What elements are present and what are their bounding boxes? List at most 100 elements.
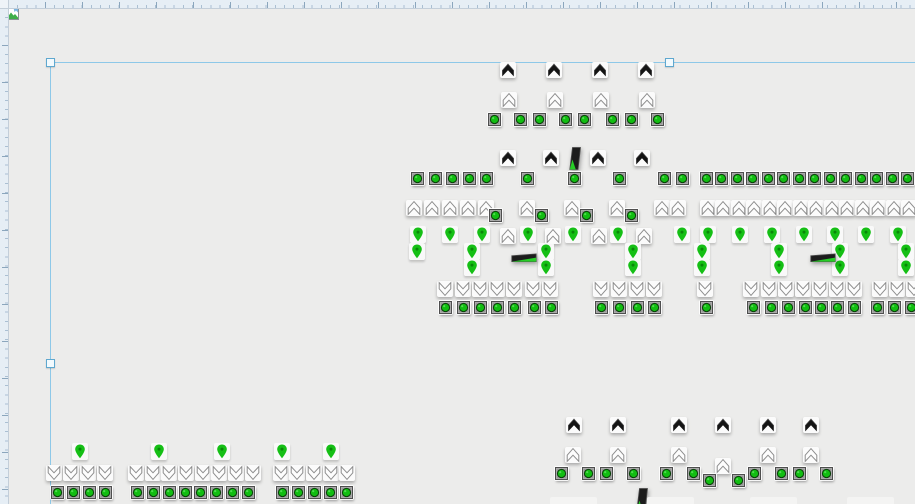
- led-green-icon[interactable]: [762, 172, 775, 185]
- led-green-icon[interactable]: [808, 172, 821, 185]
- led-green-icon[interactable]: [905, 301, 915, 314]
- chevron-up-white-icon[interactable]: [565, 447, 581, 463]
- chevron-up-white-icon[interactable]: [731, 200, 747, 216]
- led-green-icon[interactable]: [308, 486, 321, 499]
- pin-green-icon[interactable]: [674, 226, 690, 243]
- pin-green-icon[interactable]: [565, 226, 581, 243]
- led-green-icon[interactable]: [886, 172, 899, 185]
- led-green-icon[interactable]: [131, 486, 144, 499]
- chevron-down-white-icon[interactable]: [489, 281, 505, 297]
- chevron-down-white-icon[interactable]: [593, 281, 609, 297]
- pin-green-icon[interactable]: [72, 443, 88, 460]
- led-green-icon[interactable]: [83, 486, 96, 499]
- led-green-icon[interactable]: [613, 172, 626, 185]
- chevron-up-white-icon[interactable]: [610, 447, 626, 463]
- led-green-icon[interactable]: [210, 486, 223, 499]
- chevron-down-white-icon[interactable]: [889, 281, 905, 297]
- led-green-icon[interactable]: [457, 301, 470, 314]
- led-green-icon[interactable]: [521, 172, 534, 185]
- pin-green-icon[interactable]: [625, 243, 641, 260]
- chevron-up-black-icon[interactable]: [590, 150, 606, 166]
- chevron-up-black-icon[interactable]: [546, 62, 562, 78]
- chevron-down-white-icon[interactable]: [778, 281, 794, 297]
- led-green-icon[interactable]: [147, 486, 160, 499]
- pin-green-icon[interactable]: [832, 243, 848, 260]
- led-green-icon[interactable]: [226, 486, 239, 499]
- flag-marker-icon[interactable]: [569, 147, 582, 170]
- pin-green-icon[interactable]: [520, 226, 536, 243]
- chevron-down-white-icon[interactable]: [289, 465, 305, 481]
- led-green-icon[interactable]: [660, 467, 673, 480]
- selection-rect-left-edge[interactable]: [50, 62, 51, 504]
- led-green-icon[interactable]: [595, 301, 608, 314]
- led-green-icon[interactable]: [489, 209, 502, 222]
- chevron-up-white-icon[interactable]: [460, 200, 476, 216]
- led-green-icon[interactable]: [765, 301, 778, 314]
- chevron-up-white-icon[interactable]: [762, 200, 778, 216]
- chevron-up-black-icon[interactable]: [715, 417, 731, 433]
- led-green-icon[interactable]: [99, 486, 112, 499]
- partial-tile[interactable]: [647, 497, 694, 504]
- pin-green-icon[interactable]: [538, 243, 554, 260]
- chevron-up-black-icon[interactable]: [803, 417, 819, 433]
- chevron-up-white-icon[interactable]: [886, 200, 902, 216]
- chevron-up-black-icon[interactable]: [638, 62, 654, 78]
- chevron-up-white-icon[interactable]: [591, 228, 607, 244]
- pin-green-icon[interactable]: [796, 226, 812, 243]
- pin-green-icon[interactable]: [409, 243, 425, 260]
- led-green-icon[interactable]: [815, 301, 828, 314]
- flag-marker-icon[interactable]: [636, 488, 649, 504]
- led-green-icon[interactable]: [901, 172, 914, 185]
- chevron-up-white-icon[interactable]: [715, 458, 731, 474]
- pin-green-icon[interactable]: [898, 243, 914, 260]
- chevron-down-white-icon[interactable]: [455, 281, 471, 297]
- chevron-down-white-icon[interactable]: [195, 465, 211, 481]
- chevron-down-white-icon[interactable]: [812, 281, 828, 297]
- chevron-down-white-icon[interactable]: [145, 465, 161, 481]
- chevron-up-white-icon[interactable]: [564, 200, 580, 216]
- pin-green-icon[interactable]: [274, 443, 290, 460]
- chevron-down-white-icon[interactable]: [80, 465, 96, 481]
- led-green-icon[interactable]: [324, 486, 337, 499]
- chevron-down-white-icon[interactable]: [228, 465, 244, 481]
- led-green-icon[interactable]: [429, 172, 442, 185]
- led-green-icon[interactable]: [870, 172, 883, 185]
- chevron-up-black-icon[interactable]: [500, 150, 516, 166]
- led-green-icon[interactable]: [824, 172, 837, 185]
- partial-tile[interactable]: [550, 497, 597, 504]
- chevron-down-white-icon[interactable]: [128, 465, 144, 481]
- chevron-up-white-icon[interactable]: [424, 200, 440, 216]
- led-green-icon[interactable]: [292, 486, 305, 499]
- led-green-icon[interactable]: [782, 301, 795, 314]
- led-green-icon[interactable]: [676, 172, 689, 185]
- chevron-down-white-icon[interactable]: [743, 281, 759, 297]
- chevron-up-white-icon[interactable]: [406, 200, 422, 216]
- chevron-down-white-icon[interactable]: [872, 281, 888, 297]
- chevron-up-white-icon[interactable]: [547, 92, 563, 108]
- chevron-down-white-icon[interactable]: [761, 281, 777, 297]
- pin-green-icon[interactable]: [464, 243, 480, 260]
- chevron-up-white-icon[interactable]: [855, 200, 871, 216]
- vertical-ruler[interactable]: [0, 8, 9, 504]
- chevron-down-white-icon[interactable]: [542, 281, 558, 297]
- pin-green-icon[interactable]: [700, 226, 716, 243]
- chevron-down-white-icon[interactable]: [306, 465, 322, 481]
- led-green-icon[interactable]: [687, 467, 700, 480]
- pin-green-icon[interactable]: [858, 226, 874, 243]
- led-green-icon[interactable]: [855, 172, 868, 185]
- pin-green-icon[interactable]: [151, 443, 167, 460]
- led-green-icon[interactable]: [51, 486, 64, 499]
- pin-green-icon[interactable]: [442, 226, 458, 243]
- chevron-down-white-icon[interactable]: [245, 465, 261, 481]
- pin-green-icon[interactable]: [764, 226, 780, 243]
- led-green-icon[interactable]: [658, 172, 671, 185]
- chevron-up-white-icon[interactable]: [870, 200, 886, 216]
- led-green-icon[interactable]: [559, 113, 572, 126]
- chevron-down-white-icon[interactable]: [846, 281, 862, 297]
- chevron-down-white-icon[interactable]: [323, 465, 339, 481]
- led-green-icon[interactable]: [545, 301, 558, 314]
- chevron-down-white-icon[interactable]: [437, 281, 453, 297]
- selection-handle-top-mid[interactable]: [665, 58, 674, 67]
- led-green-icon[interactable]: [67, 486, 80, 499]
- led-green-icon[interactable]: [732, 474, 745, 487]
